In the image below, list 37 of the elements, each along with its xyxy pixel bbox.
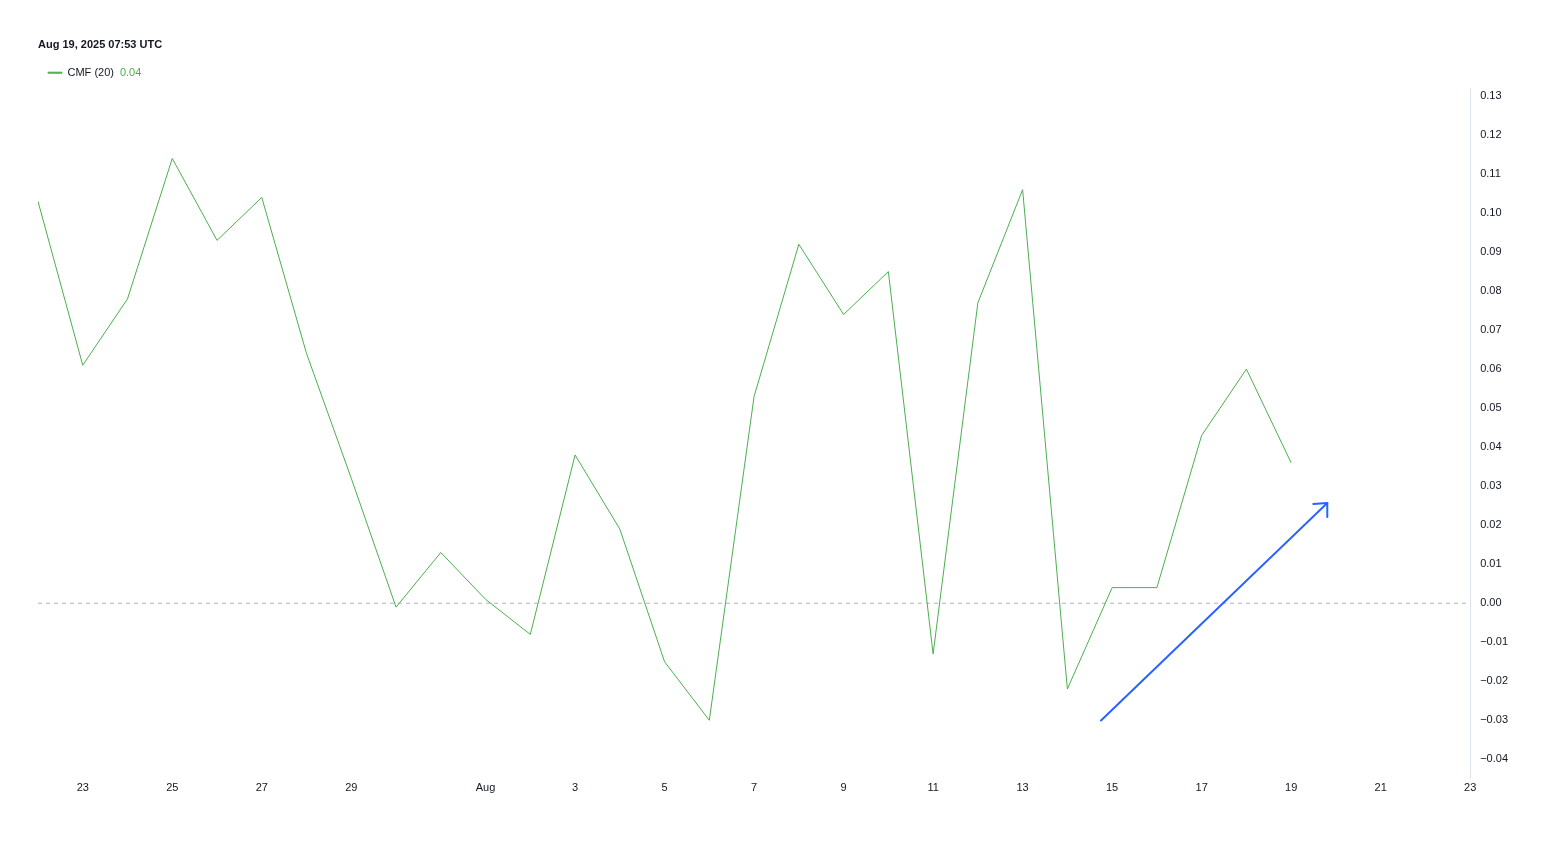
x-tick-label: 3 <box>572 781 579 794</box>
y-tick-label: 0.03 <box>1480 479 1502 492</box>
x-tick-label: 11 <box>927 781 939 794</box>
y-tick-label: −0.03 <box>1480 713 1509 726</box>
x-tick-label: 5 <box>661 781 668 794</box>
text: 0.04 <box>119 65 142 78</box>
y-tick-label: 0.07 <box>1480 323 1502 336</box>
x-tick-label: 23 <box>1464 781 1477 794</box>
x-tick-label: 9 <box>840 781 847 794</box>
legend-label: CMF (20) <box>67 65 114 78</box>
y-tick-label: 0.02 <box>1480 518 1502 531</box>
y-tick-label: 0.05 <box>1480 401 1502 414</box>
x-tick-label: 27 <box>255 781 268 794</box>
x-tick-label: 29 <box>345 781 358 794</box>
x-tick-label: 17 <box>1195 781 1208 794</box>
x-tick-label: Aug <box>475 781 496 794</box>
y-tick-label: 0.10 <box>1480 206 1502 219</box>
x-tick-label: 15 <box>1106 781 1119 794</box>
y-tick-label: 0.00 <box>1480 596 1502 609</box>
x-tick-label: 21 <box>1374 781 1387 794</box>
x-tick-label: 23 <box>76 781 89 794</box>
y-tick-label: 0.13 <box>1480 89 1502 102</box>
y-tick-label: 0.04 <box>1480 440 1502 453</box>
y-tick-label: 0.11 <box>1480 167 1501 180</box>
y-tick-label: 0.09 <box>1480 245 1502 258</box>
x-tick-label: 13 <box>1016 781 1029 794</box>
y-tick-label: −0.01 <box>1480 635 1509 648</box>
chart-title: Aug 19, 2025 07:53 UTC <box>38 37 163 50</box>
y-tick-label: 0.12 <box>1480 128 1502 141</box>
y-tick-label: −0.04 <box>1480 752 1509 765</box>
x-tick-label: 25 <box>166 781 179 794</box>
y-tick-label: 0.06 <box>1480 362 1502 375</box>
x-tick-label: 19 <box>1285 781 1298 794</box>
y-tick-label: −0.02 <box>1480 674 1509 687</box>
y-tick-label: 0.01 <box>1480 557 1502 570</box>
y-tick-label: 0.08 <box>1480 284 1502 297</box>
x-tick-label: 7 <box>751 781 758 794</box>
